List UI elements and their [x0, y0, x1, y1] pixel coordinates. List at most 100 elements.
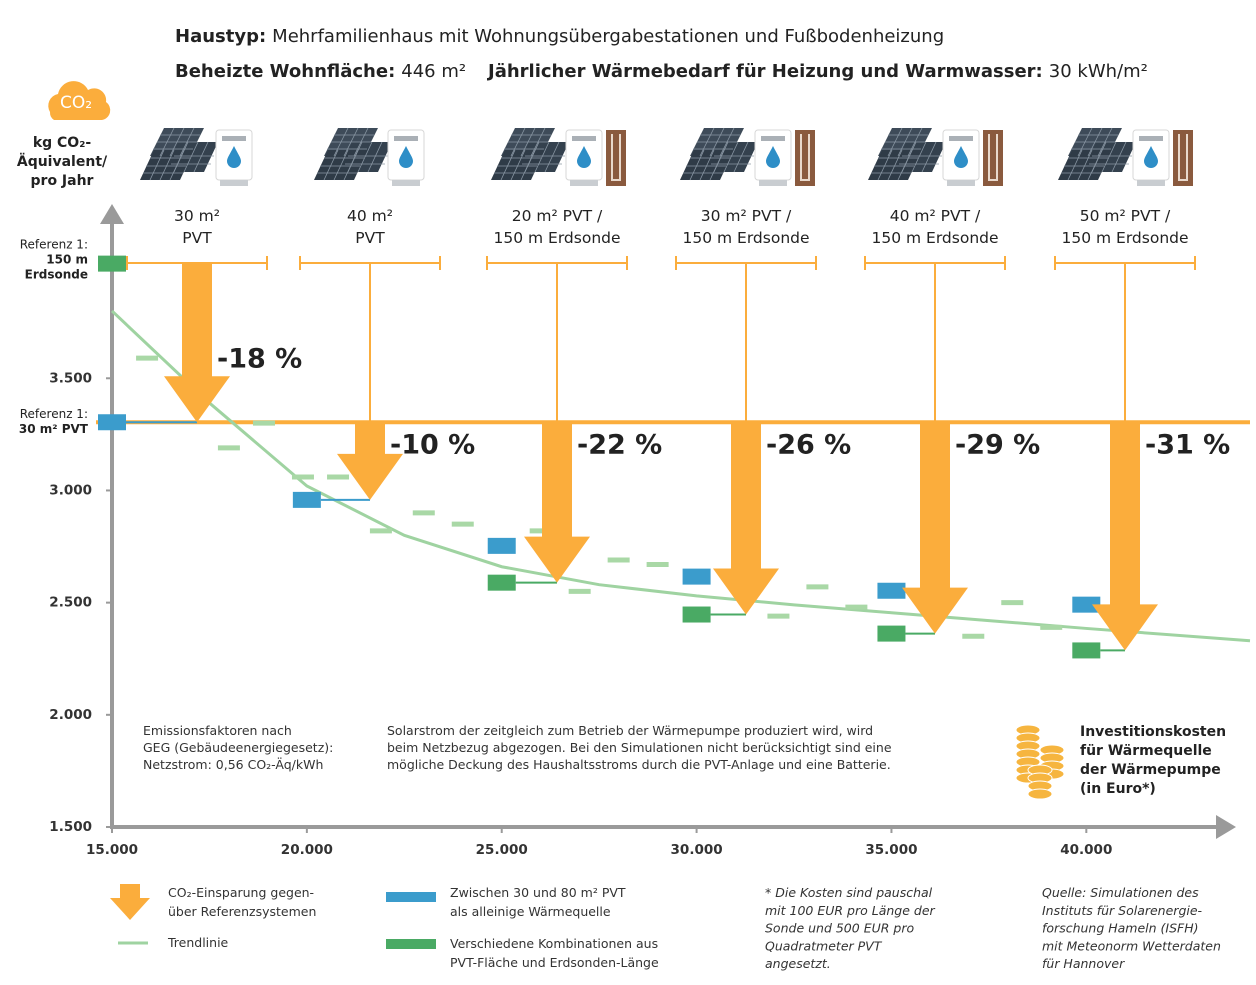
footnote-line: angesetzt.	[765, 956, 831, 971]
y-tick-label: 1.500	[49, 819, 92, 835]
data-point	[293, 492, 321, 508]
data-point	[488, 575, 516, 591]
legend-label-line: CO₂-Einsparung gegen-	[168, 885, 314, 900]
footnote-line: Quadratmeter PVT	[765, 938, 883, 953]
y-tick-label: 3.500	[49, 370, 92, 386]
x-axis-label-line: der Wärmepumpe	[1080, 762, 1221, 778]
saving-label: -31 %	[1145, 430, 1230, 461]
group-label: 50 m² PVT / 150 m Erdsonde	[1061, 207, 1188, 247]
x-tick-label: 35.000	[865, 842, 917, 858]
header-label: Jährlicher Wärmebedarf für Heizung und W…	[486, 61, 1043, 82]
x-tick-label: 20.000	[281, 842, 333, 858]
legend-label: Zwischen 30 und 80 m² PVT als alleinige W…	[450, 885, 626, 919]
data-point	[98, 256, 126, 272]
note-line: Solarstrom der zeitgleich zum Betrieb de…	[387, 723, 873, 738]
header-text: Mehrfamilienhaus mit Wohnungsübergabesta…	[272, 26, 944, 47]
saving-label: -18 %	[217, 343, 302, 374]
x-tick-label: 30.000	[671, 842, 723, 858]
data-point	[488, 538, 516, 554]
reference-label-line: Erdsonde	[25, 267, 88, 281]
data-point	[683, 569, 711, 585]
saving-label: -10 %	[390, 430, 475, 461]
source-line: Instituts für Solarenergie-	[1042, 902, 1203, 917]
footnote-line: Sonde und 500 EUR pro	[765, 920, 914, 935]
source: Quelle: Simulationen des Instituts für So…	[1042, 885, 1221, 971]
note-line: beim Netzbezug abgezogen. Bei den Simula…	[387, 740, 892, 755]
legend-swatch	[386, 939, 436, 949]
legend-swatch	[386, 892, 436, 902]
legend-label: Trendlinie	[167, 935, 229, 950]
note-line: Netzstrom: 0,56 CO₂-Äq/kWh	[143, 757, 323, 772]
x-axis-label-line: für Wärmequelle	[1080, 743, 1212, 759]
data-point	[98, 414, 126, 430]
reference-label-line: Referenz 1:	[20, 237, 88, 251]
header-line: Beheizte Wohnfläche: 446 m²	[175, 61, 466, 82]
group-label-line: 30 m² PVT /	[701, 207, 792, 225]
source-line: Quelle: Simulationen des	[1042, 885, 1199, 900]
source-line: mit Meteonorm Wetterdaten	[1042, 938, 1221, 953]
header-label: Beheizte Wohnfläche:	[175, 61, 395, 82]
group-label-line: PVT	[355, 229, 385, 247]
group-label-line: 50 m² PVT /	[1080, 207, 1171, 225]
x-axis-label-line: (in Euro*)	[1080, 781, 1156, 797]
x-tick-label: 15.000	[86, 842, 138, 858]
source-line: forschung Hameln (ISFH)	[1042, 920, 1199, 935]
footnote-line: * Die Kosten sind pauschal	[765, 885, 933, 900]
y-tick-label: 3.000	[49, 482, 92, 498]
reference-label-line: Referenz 1:	[20, 407, 88, 421]
group-label: 40 m² PVT	[347, 207, 393, 247]
data-point	[877, 626, 905, 642]
legend-label-line: Trendlinie	[167, 935, 229, 950]
x-tick-label: 40.000	[1060, 842, 1112, 858]
note-line: mögliche Deckung des Haushaltsstroms dur…	[387, 757, 891, 772]
y-tick-label: 2.000	[49, 707, 92, 723]
data-point	[1072, 642, 1100, 658]
header-label: Haustyp:	[175, 26, 266, 47]
note-line: GEG (Gebäudeenergiegesetz):	[143, 740, 333, 755]
y-tick-label: 2.500	[49, 595, 92, 611]
footnote-line: mit 100 EUR pro Länge der	[765, 902, 936, 917]
reference-label: Referenz 1:30 m² PVT	[19, 407, 89, 436]
x-axis-label-line: Investitionskosten	[1080, 724, 1226, 740]
legend-label-line: als alleinige Wärmequelle	[450, 904, 611, 919]
chart: CO₂ Haustyp: Mehrfamilienhaus mit Wohnung…	[0, 0, 1256, 985]
footnote: * Die Kosten sind pauschal mit 100 EUR pr…	[765, 885, 936, 971]
saving-label: -29 %	[955, 430, 1040, 461]
legend-label-line: Verschiedene Kombinationen aus	[450, 936, 658, 951]
note: Emissionsfaktoren nach GEG (Gebäudeenergi…	[143, 723, 333, 772]
saving-label: -22 %	[577, 430, 662, 461]
group-label-line: 150 m Erdsonde	[682, 229, 809, 247]
co2-icon-label: CO₂	[60, 93, 92, 113]
group-label-line: PVT	[182, 229, 212, 247]
header-text: 446 m²	[401, 61, 466, 82]
y-axis-label: kg CO₂- Äquivalent/pro Jahr	[17, 135, 108, 189]
header-line: Haustyp: Mehrfamilienhaus mit Wohnungsübe…	[175, 26, 944, 47]
group-label-line: 150 m Erdsonde	[1061, 229, 1188, 247]
reference-label-line: 30 m² PVT	[19, 422, 89, 436]
group-label-line: 150 m Erdsonde	[871, 229, 998, 247]
note-line: Emissionsfaktoren nach	[143, 723, 292, 738]
data-point	[877, 583, 905, 599]
y-axis-label-line: Äquivalent/	[17, 153, 108, 170]
legend-arrow	[110, 884, 150, 920]
legend-label-line: Zwischen 30 und 80 m² PVT	[450, 885, 626, 900]
x-tick-label: 25.000	[476, 842, 528, 858]
group-label-line: 30 m²	[174, 207, 220, 225]
saving-label: -26 %	[766, 430, 851, 461]
group-label-line: 20 m² PVT /	[512, 207, 603, 225]
group-label-line: 40 m²	[347, 207, 393, 225]
group-label: 30 m² PVT	[174, 207, 220, 247]
reference-label-line: 150 m	[46, 252, 88, 266]
group-label-line: 150 m Erdsonde	[493, 229, 620, 247]
y-axis-label-line: pro Jahr	[31, 173, 94, 189]
group-label-line: 40 m² PVT /	[890, 207, 981, 225]
header-line: Jährlicher Wärmebedarf für Heizung und W…	[486, 61, 1148, 82]
source-line: für Hannover	[1042, 956, 1125, 971]
data-point	[683, 607, 711, 623]
x-axis-label: Investitionskosten für Wärmequelle der Wär…	[1080, 724, 1226, 797]
group-label: 20 m² PVT / 150 m Erdsonde	[493, 207, 620, 247]
y-axis-label-line: kg CO₂-	[33, 135, 92, 151]
legend-label-line: über Referenzsystemen	[168, 904, 316, 919]
